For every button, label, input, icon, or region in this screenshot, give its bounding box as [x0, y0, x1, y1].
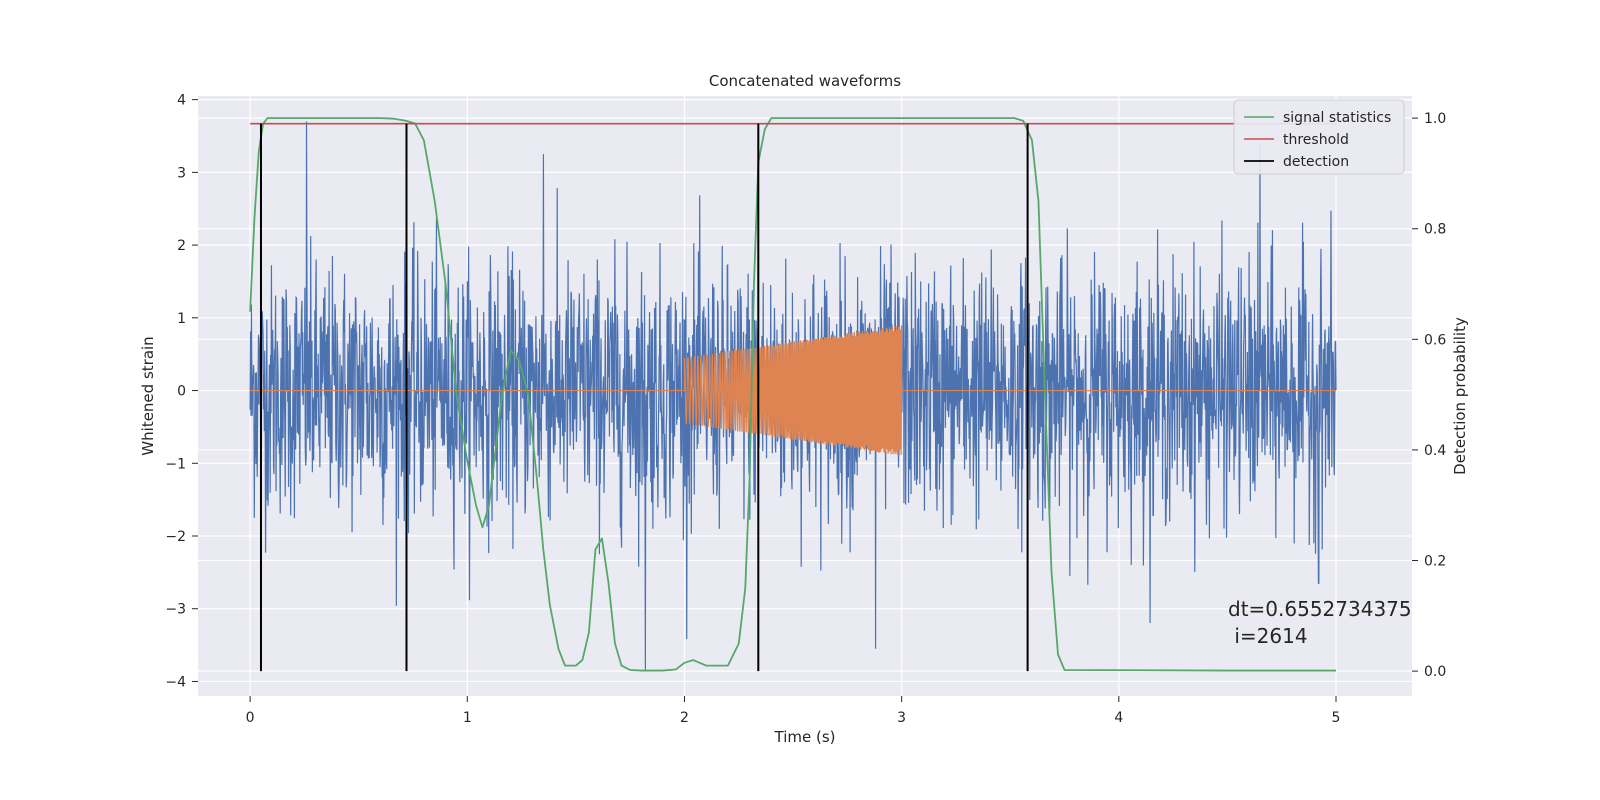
y-right-tick-label: 1.0 — [1424, 111, 1446, 127]
legend-box — [1233, 99, 1405, 175]
y-tick-label: 1 — [177, 311, 186, 327]
y-axis-label-right: Detection probability — [1451, 317, 1469, 475]
y-right-tick-label: 0.4 — [1424, 443, 1446, 459]
y-tick-label: −2 — [165, 529, 186, 545]
y-tick-label: 0 — [177, 384, 186, 400]
legend-label-detection: detection — [1283, 154, 1349, 170]
y-tick-label: 2 — [177, 238, 186, 254]
x-axis-label: Time (s) — [774, 728, 836, 746]
plot-area — [249, 117, 1337, 672]
x-tick-label: 3 — [897, 710, 906, 726]
y-right-tick-label: 0.8 — [1424, 222, 1446, 238]
x-tick-label: 2 — [680, 710, 689, 726]
y-right-tick-label: 0.2 — [1424, 554, 1446, 570]
x-tick-label: 1 — [463, 710, 472, 726]
x-tick-labels: 0 1 2 3 4 5 — [246, 696, 1341, 726]
chart-title: Concatenated waveforms — [709, 72, 901, 90]
y-right-tick-label: 0.0 — [1424, 664, 1446, 680]
x-tick-label: 0 — [246, 710, 255, 726]
legend-label-threshold: threshold — [1283, 132, 1349, 148]
y-tick-label: −4 — [165, 674, 186, 690]
y-tick-label: −1 — [165, 456, 186, 472]
legend-label-signal: signal statistics — [1283, 110, 1391, 126]
y-tick-label: −3 — [165, 602, 186, 618]
annotation-dt: dt=0.6552734375 — [1228, 597, 1412, 621]
x-tick-label: 5 — [1332, 710, 1341, 726]
y-tick-label: 4 — [177, 93, 186, 109]
legend: signal statistics threshold detection — [1233, 99, 1405, 175]
y-axis-label: Whitened strain — [139, 336, 157, 455]
y-right-tick-label: 0.6 — [1424, 332, 1446, 348]
x-tick-label: 4 — [1114, 710, 1123, 726]
y-tick-label: 3 — [177, 165, 186, 181]
signal-statistics-line — [249, 117, 1336, 672]
left-tick-labels: −4 −3 −2 −1 0 1 2 3 4 — [165, 93, 198, 690]
right-tick-labels: 0.0 0.2 0.4 0.6 0.8 1.0 — [1412, 111, 1446, 680]
annotation-i: i=2614 — [1228, 624, 1308, 648]
template-chirp-line — [250, 325, 1336, 456]
